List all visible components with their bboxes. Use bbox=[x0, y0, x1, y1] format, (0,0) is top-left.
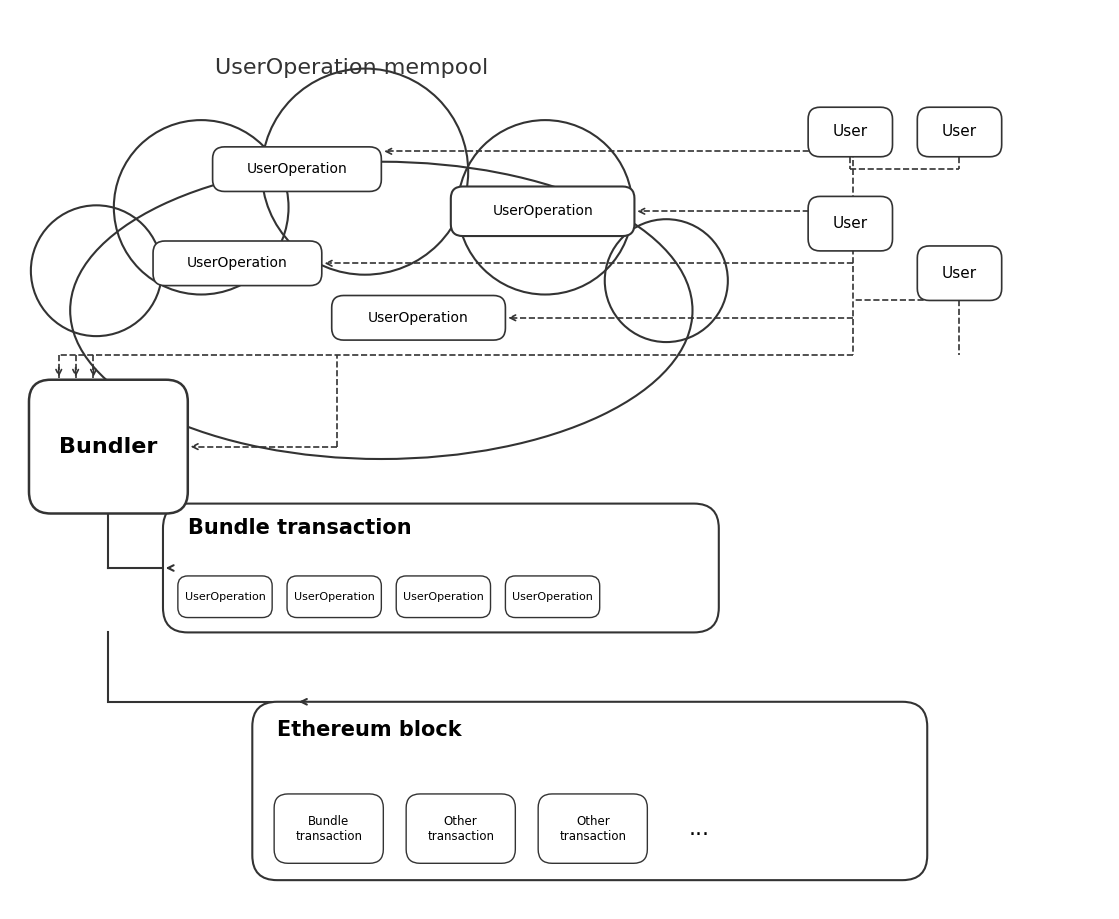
FancyBboxPatch shape bbox=[406, 794, 516, 863]
Text: UserOperation: UserOperation bbox=[246, 162, 347, 176]
FancyBboxPatch shape bbox=[153, 241, 322, 286]
Circle shape bbox=[458, 120, 632, 294]
FancyBboxPatch shape bbox=[331, 296, 506, 340]
FancyBboxPatch shape bbox=[213, 147, 382, 191]
Text: Other
transaction: Other transaction bbox=[560, 814, 627, 843]
Circle shape bbox=[262, 69, 468, 275]
Ellipse shape bbox=[70, 162, 693, 459]
Text: UserOperation: UserOperation bbox=[492, 204, 593, 219]
FancyBboxPatch shape bbox=[918, 246, 1002, 301]
Text: User: User bbox=[833, 124, 868, 140]
Text: User: User bbox=[942, 124, 977, 140]
FancyBboxPatch shape bbox=[396, 576, 490, 618]
FancyBboxPatch shape bbox=[451, 187, 634, 236]
Text: Other
transaction: Other transaction bbox=[427, 814, 495, 843]
FancyBboxPatch shape bbox=[538, 794, 647, 863]
FancyBboxPatch shape bbox=[252, 702, 928, 880]
FancyBboxPatch shape bbox=[178, 576, 272, 618]
FancyBboxPatch shape bbox=[288, 576, 382, 618]
Text: UserOperation: UserOperation bbox=[513, 592, 593, 602]
Circle shape bbox=[31, 205, 162, 336]
FancyBboxPatch shape bbox=[29, 380, 188, 514]
Text: UserOperation: UserOperation bbox=[187, 256, 288, 270]
Text: Bundle
transaction: Bundle transaction bbox=[295, 814, 363, 843]
FancyBboxPatch shape bbox=[274, 794, 384, 863]
Circle shape bbox=[114, 120, 289, 294]
FancyBboxPatch shape bbox=[163, 504, 718, 632]
Text: User: User bbox=[833, 216, 868, 232]
Text: UserOperation: UserOperation bbox=[294, 592, 375, 602]
FancyBboxPatch shape bbox=[506, 576, 600, 618]
Text: ...: ... bbox=[688, 819, 709, 839]
FancyBboxPatch shape bbox=[808, 108, 893, 157]
Circle shape bbox=[604, 220, 727, 342]
FancyBboxPatch shape bbox=[918, 108, 1002, 157]
Text: Bundler: Bundler bbox=[59, 437, 158, 457]
Text: UserOperation: UserOperation bbox=[368, 311, 469, 324]
Text: Bundle transaction: Bundle transaction bbox=[188, 518, 412, 539]
Text: UserOperation: UserOperation bbox=[403, 592, 483, 602]
Text: User: User bbox=[942, 266, 977, 280]
FancyBboxPatch shape bbox=[808, 197, 893, 251]
Text: UserOperation: UserOperation bbox=[185, 592, 265, 602]
Text: UserOperation mempool: UserOperation mempool bbox=[215, 58, 488, 77]
Text: Ethereum block: Ethereum block bbox=[278, 720, 462, 740]
